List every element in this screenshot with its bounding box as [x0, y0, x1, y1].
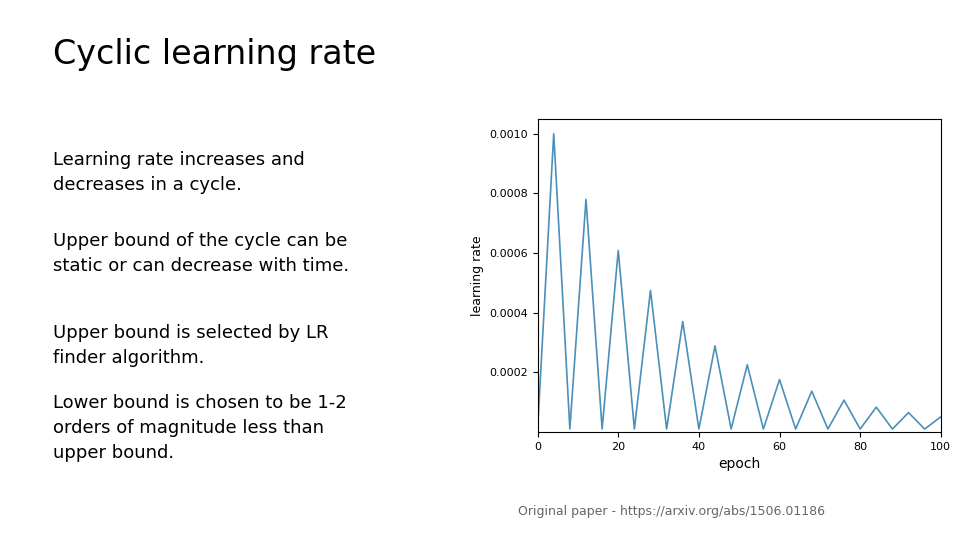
Text: Learning rate increases and
decreases in a cycle.: Learning rate increases and decreases in… [53, 151, 304, 194]
X-axis label: epoch: epoch [718, 457, 760, 471]
Text: Upper bound is selected by LR
finder algorithm.: Upper bound is selected by LR finder alg… [53, 324, 328, 367]
Text: Upper bound of the cycle can be
static or can decrease with time.: Upper bound of the cycle can be static o… [53, 232, 348, 275]
Y-axis label: learning rate: learning rate [470, 235, 484, 316]
Text: Cyclic learning rate: Cyclic learning rate [53, 38, 376, 71]
Text: Lower bound is chosen to be 1-2
orders of magnitude less than
upper bound.: Lower bound is chosen to be 1-2 orders o… [53, 394, 347, 462]
Text: Original paper - https://arxiv.org/abs/1506.01186: Original paper - https://arxiv.org/abs/1… [518, 505, 826, 518]
